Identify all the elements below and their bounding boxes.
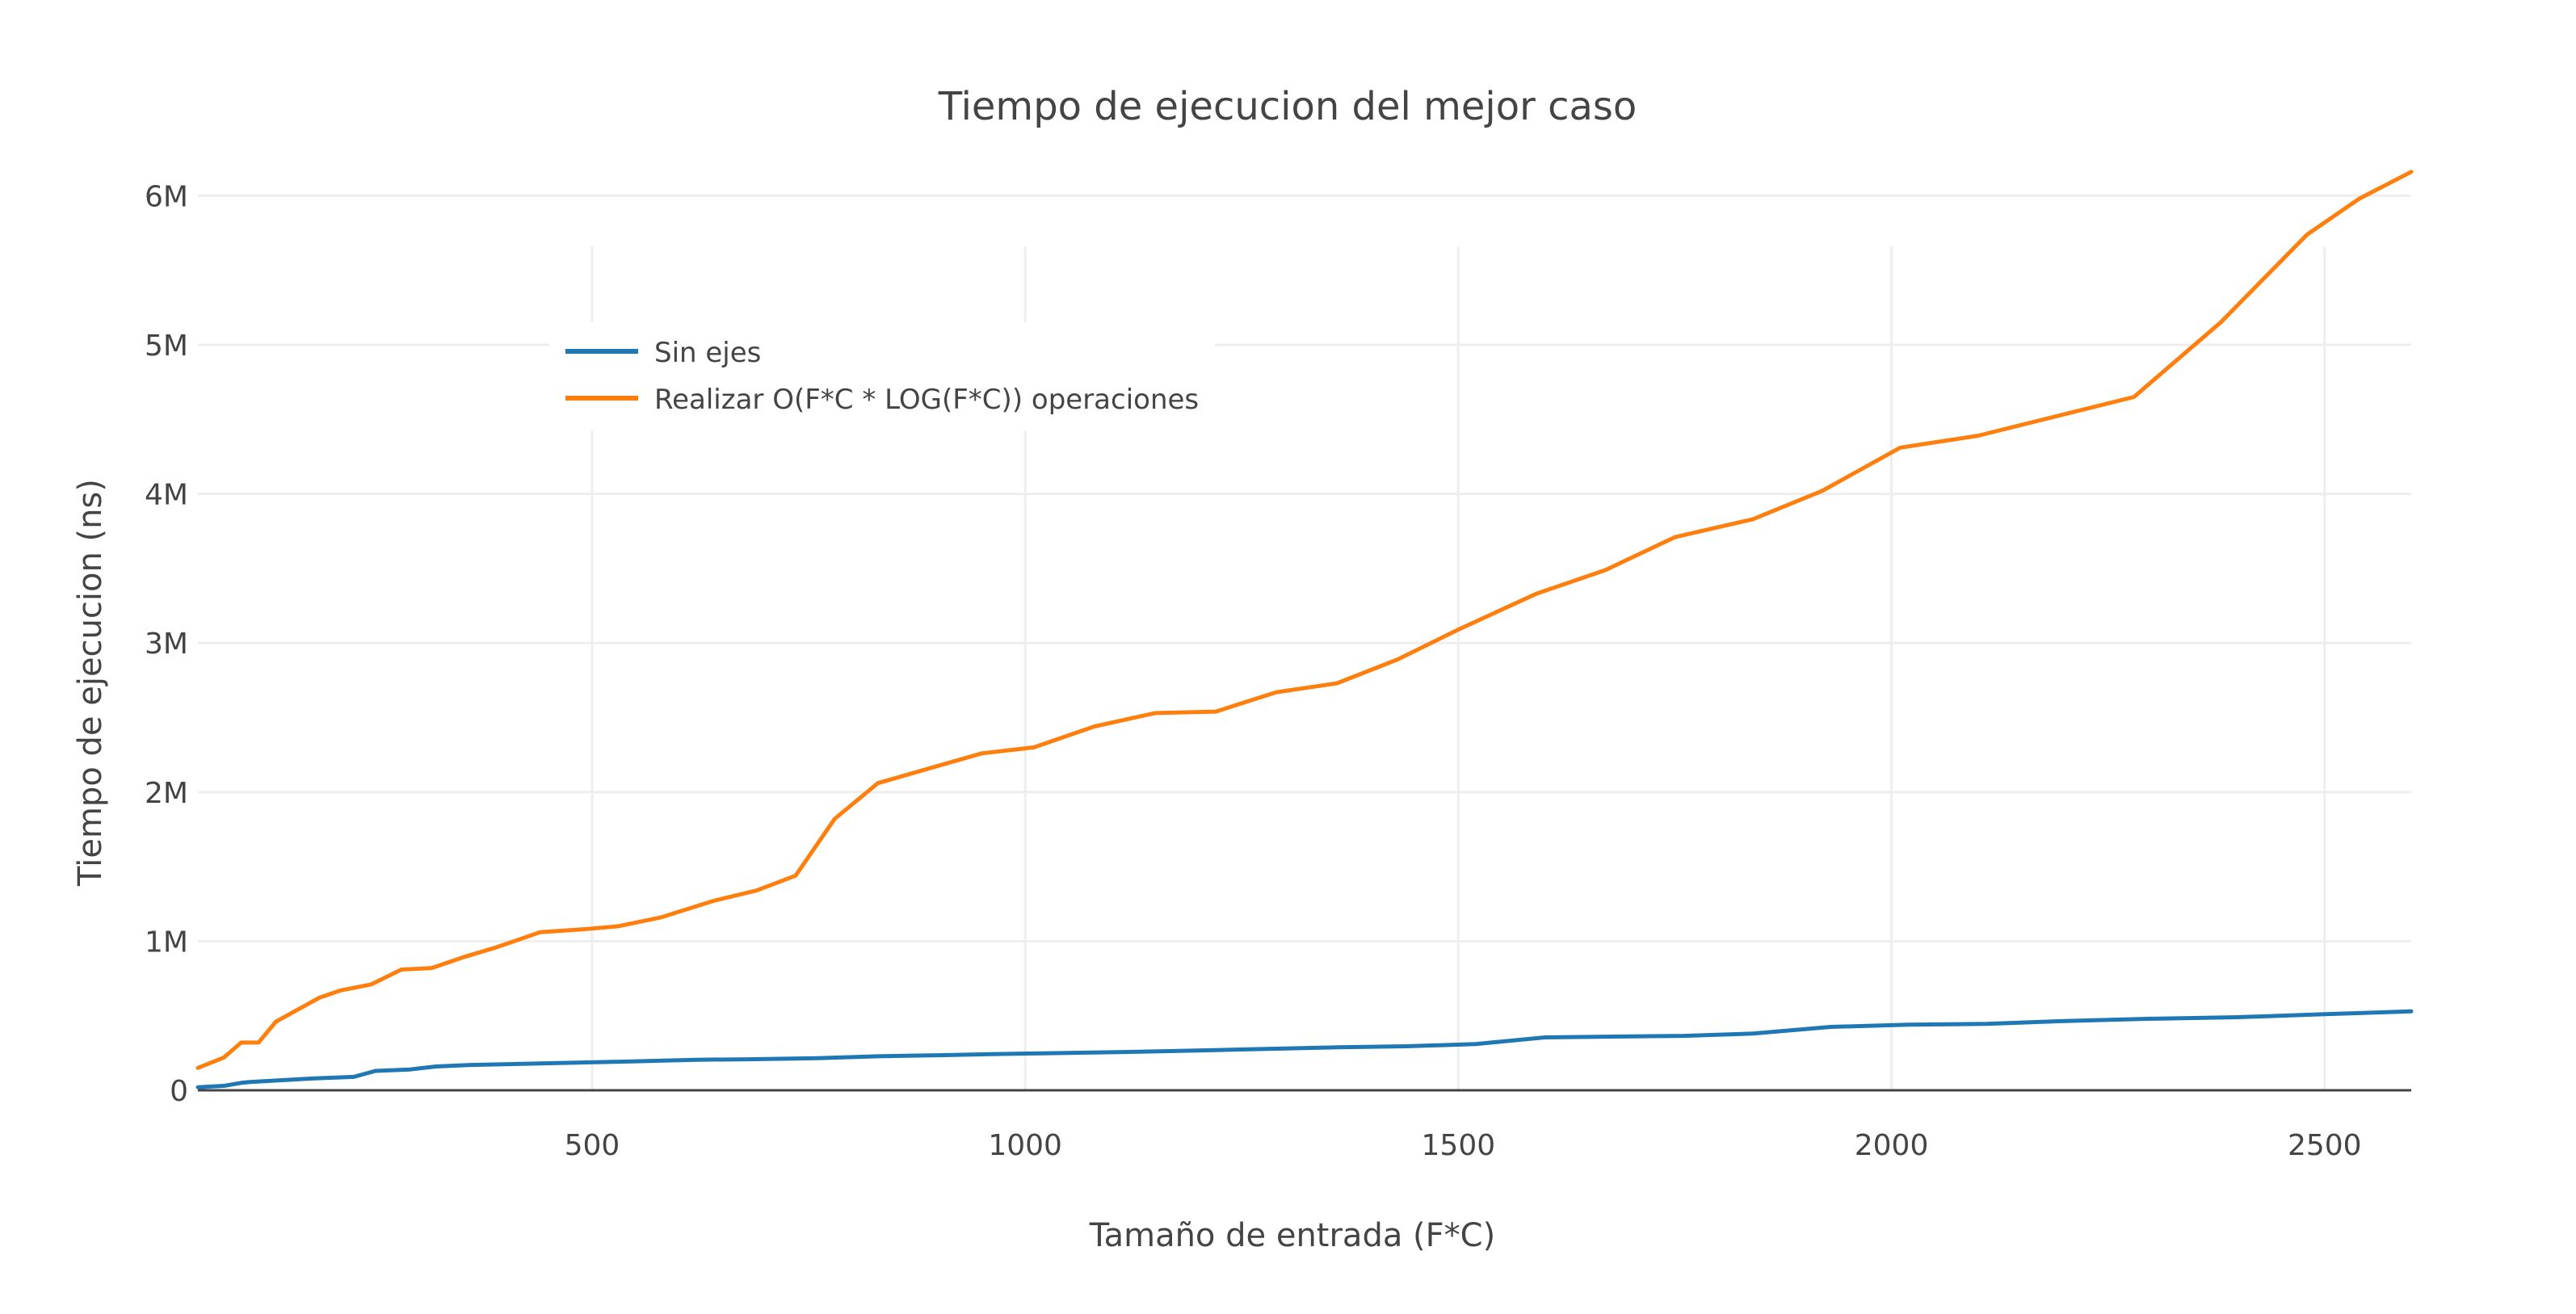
legend-background	[549, 322, 1216, 430]
y-tick-label: 3M	[145, 628, 188, 661]
series-line-1	[195, 1009, 2414, 1089]
y-axis-label: Tiempo de ejecucion (ns)	[72, 479, 109, 887]
x-tick-label: 1500	[1422, 1129, 1496, 1162]
x-tick-label: 500	[565, 1129, 620, 1162]
grid-layer	[198, 194, 2411, 1090]
x-axis-label: Tamaño de entrada (F*C)	[1089, 1217, 1495, 1254]
x-axis-ticks: 500 1000 1500 2000 2500	[565, 1129, 2362, 1162]
legend-label: Sin ejes	[654, 337, 761, 369]
y-tick-label: 5M	[145, 330, 188, 363]
x-tick-label: 2000	[1855, 1129, 1929, 1162]
series-layer	[195, 170, 2414, 1089]
y-axis-ticks: 0 1M 2M 3M 4M 5M 6M	[145, 180, 188, 1108]
y-tick-label: 0	[170, 1075, 188, 1108]
legend[interactable]: Sin ejes Realizar O(F*C * LOG(F*C)) opera…	[549, 322, 1216, 430]
legend-items: Sin ejes Realizar O(F*C * LOG(F*C)) opera…	[565, 337, 1199, 416]
y-tick-label: 6M	[145, 180, 188, 213]
x-tick-label: 2500	[2288, 1129, 2362, 1162]
x-tick-label: 1000	[988, 1129, 1062, 1162]
legend-label: Realizar O(F*C * LOG(F*C)) operaciones	[654, 384, 1199, 416]
series-line-2	[195, 170, 2414, 1070]
y-tick-label: 1M	[145, 926, 188, 959]
y-tick-label: 4M	[145, 479, 188, 512]
y-tick-label: 2M	[145, 777, 188, 810]
chart-title: Tiempo de ejecucion del mejor caso	[938, 84, 1637, 129]
